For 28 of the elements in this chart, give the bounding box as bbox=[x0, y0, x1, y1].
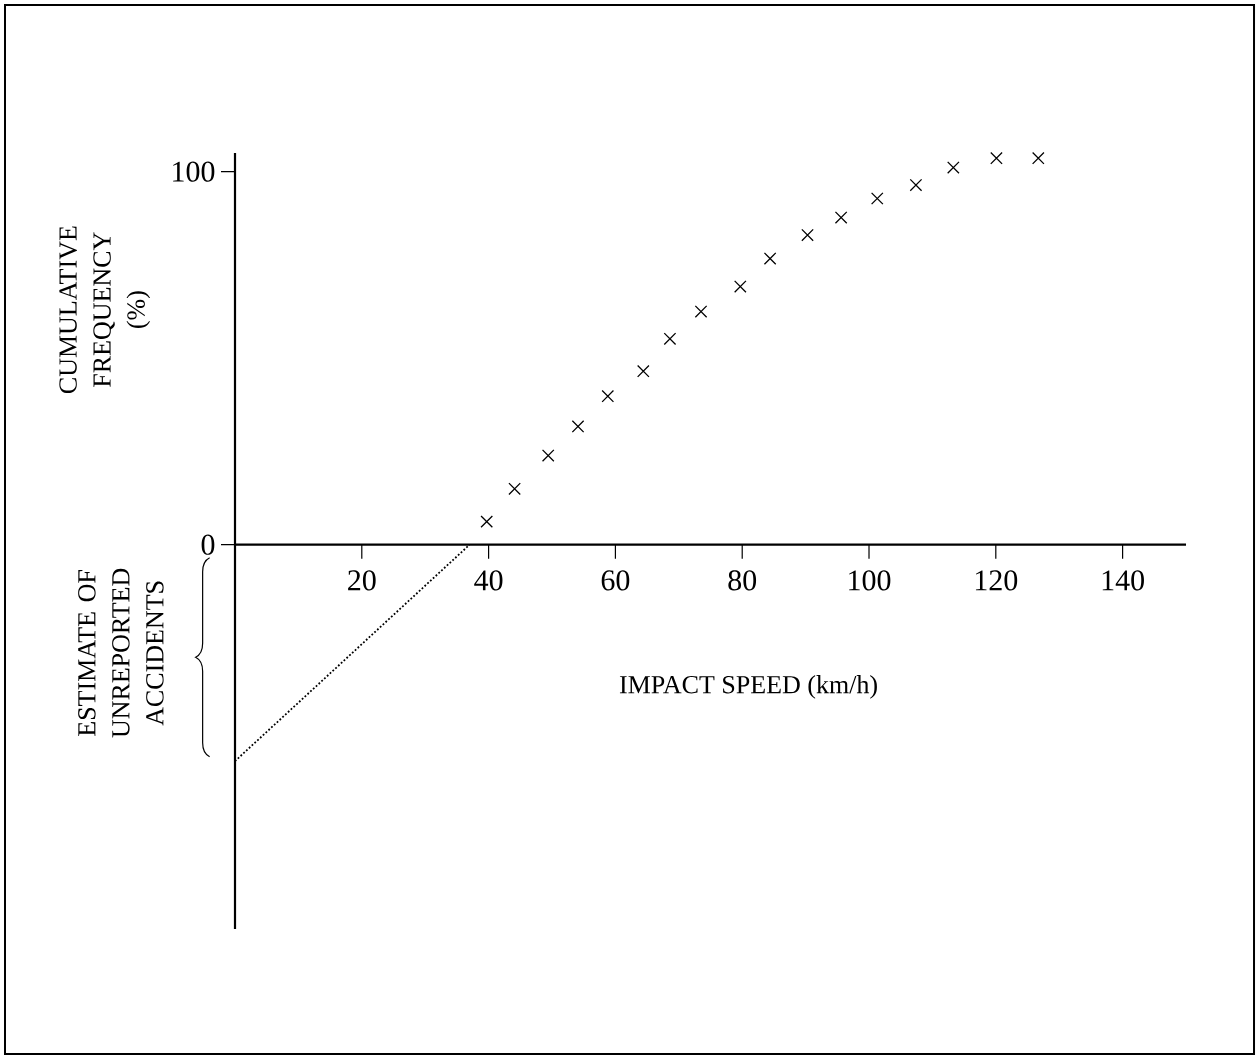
x-tick-label: 20 bbox=[348, 570, 376, 591]
point bbox=[601, 389, 615, 403]
text: ESTIMATE OF UNREPORTED ACCIDENTS bbox=[78, 568, 164, 738]
x-tick-label: 100 bbox=[849, 570, 891, 591]
point bbox=[508, 482, 521, 496]
point bbox=[801, 228, 814, 242]
point bbox=[541, 449, 555, 462]
point bbox=[870, 192, 884, 205]
point bbox=[734, 280, 747, 293]
point bbox=[909, 178, 923, 192]
x-tick-label: 60 bbox=[601, 570, 630, 591]
y-axis-title: CUMULATIVE FREQUENCY (%) bbox=[59, 226, 151, 394]
x-tick-label: 140 bbox=[1102, 570, 1144, 591]
point bbox=[694, 305, 708, 318]
x-tick-label: 40 bbox=[474, 570, 503, 591]
point bbox=[947, 161, 960, 174]
point bbox=[1031, 151, 1045, 165]
x-axis-title: IMPACT SPEED (km/h) bbox=[619, 675, 877, 699]
point bbox=[663, 332, 677, 346]
y-tick-label: 0 bbox=[201, 534, 215, 555]
x-tick-label: 120 bbox=[975, 570, 1018, 591]
x-tick-label: 80 bbox=[728, 570, 757, 591]
point bbox=[763, 252, 777, 265]
point bbox=[480, 515, 494, 528]
point bbox=[990, 151, 1003, 165]
point bbox=[636, 364, 650, 378]
point bbox=[571, 420, 585, 433]
point bbox=[834, 211, 848, 224]
